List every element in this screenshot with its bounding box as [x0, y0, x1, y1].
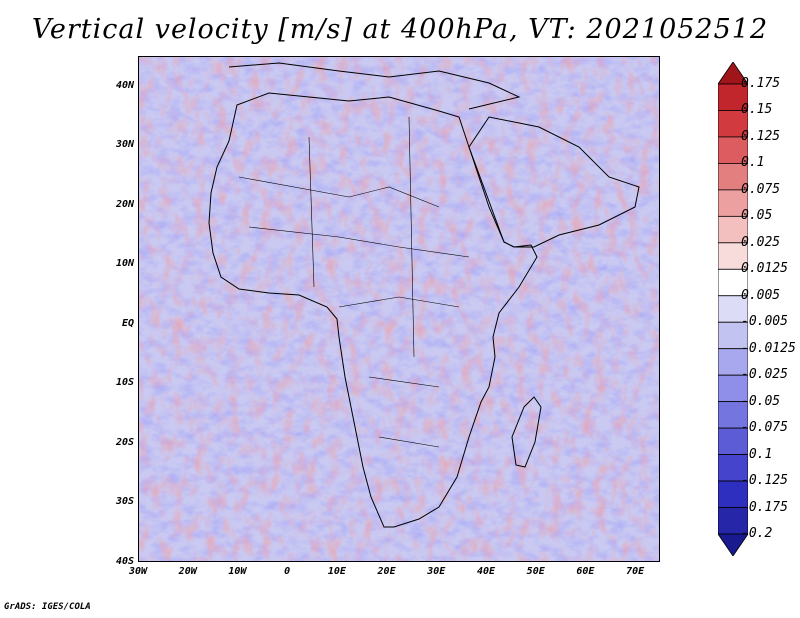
border-line-south [378, 436, 440, 448]
colorbar-level-label: -0.1 [741, 446, 773, 462]
colorbar-level-label: 0.15 [741, 102, 773, 118]
colorbar-level-label: 0.075 [741, 181, 781, 197]
colorbar-level-label: 0.175 [741, 76, 781, 91]
border-line-meridional-1 [308, 136, 315, 288]
country-borders [238, 116, 470, 448]
lon-label: 40E [476, 566, 496, 577]
madagascar-coastline [511, 396, 542, 468]
map-title: Vertical velocity [m/s] at 400hPa, VT: 2… [31, 14, 769, 45]
colorbar-box [718, 454, 748, 482]
colorbar-bottom-arrow [718, 533, 748, 556]
border-line-meridional-2 [408, 116, 415, 358]
colorbar-box [718, 480, 748, 508]
arabia-coastline [468, 116, 640, 248]
lat-label: 40S [115, 556, 134, 567]
colorbar-level-label: 0.005 [741, 287, 781, 303]
colorbar [718, 62, 748, 556]
lon-label: 10W [228, 566, 247, 577]
lon-label: 0 [284, 566, 291, 577]
colorbar-level-label: 0.0125 [741, 261, 788, 277]
lon-label: 70E [626, 566, 645, 577]
lat-label: EQ [121, 317, 134, 329]
colorbar-level-label: 0.025 [741, 234, 781, 250]
velocity-field-noise [139, 57, 659, 561]
coastlines [208, 62, 640, 528]
vertical-velocity-map [138, 56, 660, 562]
lon-label: 20W [178, 566, 197, 577]
lat-label: 40N [115, 79, 134, 91]
border-line-sahel [248, 226, 470, 258]
colorbar-level-label: -0.0125 [741, 340, 796, 356]
colorbar-box [718, 507, 748, 535]
lat-label: 10S [115, 377, 134, 389]
colorbar-box [718, 374, 748, 403]
colorbar-level-label: -0.2 [741, 526, 773, 541]
lon-label: 50E [526, 566, 545, 577]
lat-label: 20N [115, 198, 134, 210]
border-line-north [238, 176, 440, 208]
colorbar-level-label: -0.075 [741, 420, 788, 436]
colorbar-level-label: 0.05 [741, 208, 773, 224]
colorbar-box [718, 110, 748, 138]
lat-label: 30S [115, 496, 134, 508]
lat-label: 20S [115, 436, 134, 448]
colorbar-level-label: -0.125 [741, 473, 788, 489]
europe-coastline [228, 62, 521, 110]
colorbar-level-label: 0.125 [741, 128, 781, 144]
lon-label: 30E [427, 566, 446, 577]
grads-credit: GrADS: IGES/COLA [4, 602, 91, 612]
colorbar-level-label: -0.005 [741, 314, 788, 330]
lon-label: 60E [576, 566, 595, 577]
lon-label: 20E [377, 566, 396, 577]
colorbar-level-label: -0.05 [741, 393, 781, 409]
lon-label: 30W [128, 566, 148, 577]
border-line-central [338, 296, 460, 308]
colorbar-level-label: -0.175 [741, 499, 788, 515]
colorbar-level-label: 0.1 [741, 155, 765, 171]
map-canvas [139, 57, 659, 561]
lat-label: 10N [115, 258, 134, 270]
colorbar-box [718, 242, 748, 270]
lat-label: 30N [115, 139, 134, 151]
colorbar-level-label: -0.025 [741, 367, 788, 383]
border-line-southern [368, 376, 440, 388]
colorbar-box [718, 348, 748, 376]
lon-label: 10E [327, 566, 346, 577]
